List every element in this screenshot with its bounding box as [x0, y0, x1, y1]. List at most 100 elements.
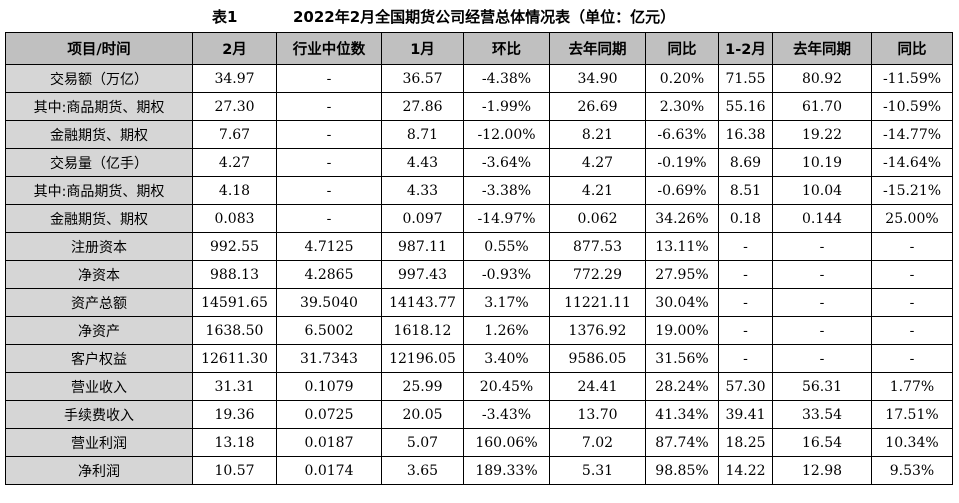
table-cell: 0.0725 [276, 400, 382, 429]
table-cell: 31.31 [192, 372, 277, 401]
table-cell: 0.0174 [276, 456, 382, 485]
table-cell: - [772, 260, 872, 289]
table-cell: 4.43 [381, 148, 464, 177]
table-cell: - [276, 148, 382, 177]
table-cell: 19.36 [192, 400, 277, 429]
table-cell: 26.69 [549, 92, 646, 121]
table-cell: - [772, 288, 872, 317]
table-cell: - [276, 120, 382, 149]
table-cell: -14.77% [871, 120, 953, 149]
table-cell: 27.30 [192, 92, 277, 121]
table-cell: 8.51 [718, 176, 773, 205]
table-cell: - [772, 316, 872, 345]
table-cell: 55.16 [718, 92, 773, 121]
table-row: 净资本 988.13 4.2865 997.43 -0.93% 772.29 27.95% -… [5, 260, 953, 289]
table-cell: 14143.77 [381, 288, 464, 317]
column-header: 环比 [463, 32, 550, 65]
table-cell: 57.30 [718, 372, 773, 401]
row-label: 资产总额 [5, 288, 193, 317]
table-cell: -0.69% [645, 176, 719, 205]
table-cell: 0.144 [772, 204, 872, 233]
column-header: 行业中位数 [276, 32, 382, 65]
table-cell: 24.41 [549, 372, 646, 401]
row-label: 金融期货、期权 [5, 204, 193, 233]
row-label: 客户权益 [5, 344, 193, 373]
table-cell: -14.64% [871, 148, 953, 177]
table-cell: 988.13 [192, 260, 277, 289]
row-label: 营业利润 [5, 428, 193, 457]
header-row: 项目/时间 2月 行业中位数 1月 环比 去年同期 同比 1-2月 去年同期 同比 [5, 32, 953, 65]
table-cell: 992.55 [192, 232, 277, 261]
row-label: 净资本 [5, 260, 193, 289]
table-row: 净利润 10.57 0.0174 3.65 189.33% 5.31 98.85% 14.22… [5, 456, 953, 485]
table-cell: 877.53 [549, 232, 646, 261]
table-row: 金融期货、期权 0.083-0.097 -14.97% 0.062 34.26% 0.18… [5, 204, 953, 233]
table-cell: 3.40% [463, 344, 550, 373]
table-row: 交易量（亿手） 4.27-4.43 -3.64% 4.27 -0.19% 8.69 10.1… [5, 148, 953, 177]
table-cell: 1638.50 [192, 316, 277, 345]
table-cell: 28.24% [645, 372, 719, 401]
column-header: 去年同期 [772, 32, 872, 65]
table-cell: 0.083 [192, 204, 277, 233]
table-cell: -3.38% [463, 176, 550, 205]
table-cell: 0.0187 [276, 428, 382, 457]
table-cell: -6.63% [645, 120, 719, 149]
table-title: 2022年2月全国期货公司经营总体情况表（单位：亿元） [293, 8, 676, 26]
table-row: 资产总额 14591.65 39.5040 14143.77 3.17% 11221.11… [5, 288, 953, 317]
column-header: 2月 [192, 32, 277, 65]
table-cell: 4.27 [192, 148, 277, 177]
table-cell: 10.57 [192, 456, 277, 485]
table-cell: 189.33% [463, 456, 550, 485]
table-cell: 16.38 [718, 120, 773, 149]
row-label: 其中:商品期货、期权 [5, 92, 193, 121]
table-cell: -0.93% [463, 260, 550, 289]
table-cell: 16.54 [772, 428, 872, 457]
table-cell: 0.18 [718, 204, 773, 233]
table-cell: 17.51% [871, 400, 953, 429]
table-cell: 1.77% [871, 372, 953, 401]
table-cell: - [276, 176, 382, 205]
table-row: 营业利润 13.18 0.0187 5.07 160.06% 7.02 87.74% 18.2… [5, 428, 953, 457]
table-cell: 987.11 [381, 232, 464, 261]
table-cell: 772.29 [549, 260, 646, 289]
table-cell: 12196.05 [381, 344, 464, 373]
table-cell: 0.062 [549, 204, 646, 233]
table-cell: 13.70 [549, 400, 646, 429]
column-header: 同比 [871, 32, 953, 65]
row-label: 其中:商品期货、期权 [5, 176, 193, 205]
table-cell: 0.55% [463, 232, 550, 261]
table-cell: 27.86 [381, 92, 464, 121]
table-cell: - [718, 288, 773, 317]
table-row: 营业收入 31.31 0.1079 25.99 20.45% 24.41 28.24% 57.… [5, 372, 953, 401]
table-cell: 87.74% [645, 428, 719, 457]
table-cell: 13.11% [645, 232, 719, 261]
table-cell: 6.5002 [276, 316, 382, 345]
table-cell: 11221.11 [549, 288, 646, 317]
row-label: 净利润 [5, 456, 193, 485]
table-cell: -4.38% [463, 64, 550, 93]
table-cell: -3.64% [463, 148, 550, 177]
row-label: 交易额（万亿） [5, 64, 193, 93]
table-cell: 9586.05 [549, 344, 646, 373]
column-header: 同比 [645, 32, 719, 65]
table-cell: 1376.92 [549, 316, 646, 345]
table-cell: 56.31 [772, 372, 872, 401]
column-header: 1月 [381, 32, 464, 65]
table-cell: 18.25 [718, 428, 773, 457]
table-cell: 1618.12 [381, 316, 464, 345]
table-cell: 80.92 [772, 64, 872, 93]
table-cell: -12.00% [463, 120, 550, 149]
table-cell: 39.5040 [276, 288, 382, 317]
table-cell: 34.90 [549, 64, 646, 93]
table-cell: 20.45% [463, 372, 550, 401]
table-row: 注册资本 992.55 4.7125 987.11 0.55% 877.53 13.11% -… [5, 232, 953, 261]
table-cell: - [871, 316, 953, 345]
table-cell: -3.43% [463, 400, 550, 429]
table-cell: 7.02 [549, 428, 646, 457]
table-cell: - [718, 316, 773, 345]
table-cell: 0.097 [381, 204, 464, 233]
table-cell: - [871, 232, 953, 261]
table-cell: 19.22 [772, 120, 872, 149]
table-cell: 14.22 [718, 456, 773, 485]
table-cell: 39.41 [718, 400, 773, 429]
